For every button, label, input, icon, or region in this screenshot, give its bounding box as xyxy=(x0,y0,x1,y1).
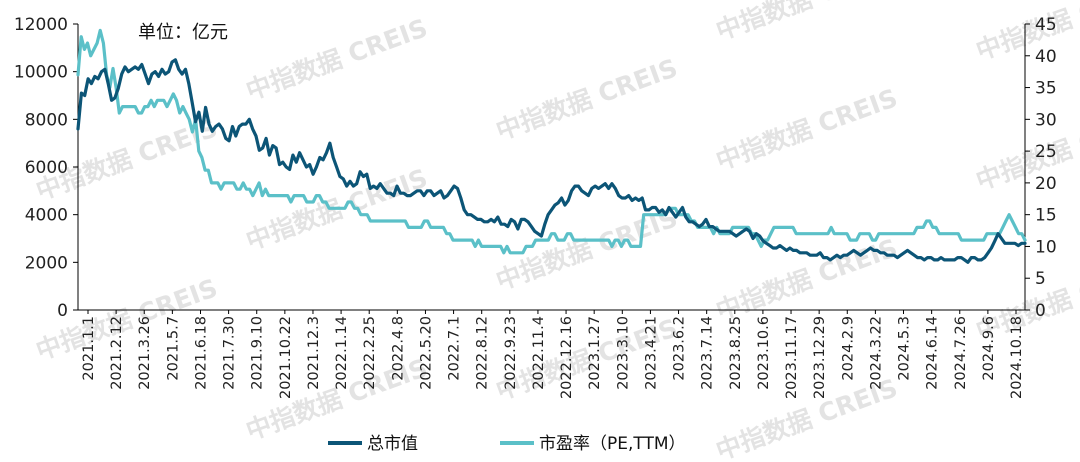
watermark-layer: 中指数据 CREIS 中指数据 CREIS 中指数据 CREIS 中指数据 CREIS… xyxy=(32,0,1080,462)
x-tick-label: 2022.11.4 xyxy=(531,316,547,390)
x-tick-label: 2022.8.12 xyxy=(475,316,491,390)
right-tick-label: 35 xyxy=(1035,79,1057,99)
right-tick-label: 40 xyxy=(1035,47,1057,67)
x-tick-label: 2021.5.7 xyxy=(165,316,181,381)
right-tick-label: 20 xyxy=(1035,174,1057,194)
x-tick-label: 2022.7.1 xyxy=(447,316,463,381)
watermark-text: 中指数据 CREIS xyxy=(972,103,1080,195)
series-line-market-cap xyxy=(76,58,1027,264)
x-tick-label: 2024.9.6 xyxy=(981,316,997,381)
x-tick-label: 2022.9.23 xyxy=(503,316,519,390)
x-tick-label: 2023.3.10 xyxy=(615,316,631,390)
x-tick-label: 2024.2.9 xyxy=(840,316,856,381)
x-tick-label: 2024.3.22 xyxy=(868,316,884,390)
x-tick-label: 2023.10.6 xyxy=(756,316,772,390)
watermark-text: 中指数据 CREIS xyxy=(712,233,901,325)
legend-label-pe: 市盈率（PE,TTM） xyxy=(539,434,686,454)
x-tick-label: 2023.1.27 xyxy=(587,316,603,390)
x-tick-label: 2022.12.16 xyxy=(559,316,575,399)
x-tick-label: 2021.2.12 xyxy=(109,316,125,390)
x-tick-label: 2023.8.25 xyxy=(728,316,744,390)
left-tick-label: 0 xyxy=(57,301,68,321)
series-line-pe xyxy=(76,28,1027,255)
x-tick-label: 2024.5.3 xyxy=(897,316,913,381)
right-tick-label: 0 xyxy=(1035,301,1046,321)
right-tick-label: 15 xyxy=(1035,206,1057,226)
x-tick-label: 2021.1.1 xyxy=(81,316,97,381)
left-tick-label: 12000 xyxy=(14,15,68,35)
watermark-text: 中指数据 CREIS xyxy=(492,53,681,145)
x-tick-label: 2021.7.30 xyxy=(222,316,238,390)
left-axis-ticks: 0 2000 4000 6000 8000 10000 12000 xyxy=(14,15,78,321)
right-tick-label: 30 xyxy=(1035,110,1057,130)
left-tick-label: 4000 xyxy=(25,206,68,226)
x-tick-label: 2023.4.21 xyxy=(643,316,659,390)
x-tick-label: 2021.10.22 xyxy=(278,316,294,399)
watermark-text: 中指数据 CREIS xyxy=(712,83,901,175)
unit-label: 单位：亿元 xyxy=(138,22,228,43)
right-tick-label: 5 xyxy=(1035,269,1046,289)
right-tick-label: 25 xyxy=(1035,142,1057,162)
x-tick-label: 2021.12.3 xyxy=(306,316,322,390)
watermark-text: 中指数据 CREIS xyxy=(242,13,431,105)
x-tick-label: 2022.1.14 xyxy=(334,316,350,390)
legend: 总市值 市盈率（PE,TTM） xyxy=(328,434,686,454)
x-tick-label: 2023.7.14 xyxy=(700,316,716,390)
series-lines xyxy=(76,28,1027,264)
x-tick-label: 2021.9.10 xyxy=(250,316,266,390)
x-tick-label: 2023.11.17 xyxy=(784,316,800,399)
left-tick-label: 6000 xyxy=(25,158,68,178)
left-tick-label: 10000 xyxy=(14,63,68,83)
right-tick-label: 45 xyxy=(1035,15,1057,35)
x-tick-label: 2022.5.20 xyxy=(418,316,434,390)
right-tick-label: 10 xyxy=(1035,237,1057,257)
x-tick-label: 2024.7.26 xyxy=(953,316,969,390)
x-tick-label: 2023.6.2 xyxy=(672,316,688,381)
x-tick-label: 2022.2.25 xyxy=(362,316,378,390)
watermark-text: 中指数据 CREIS xyxy=(492,203,681,295)
x-tick-label: 2024.10.18 xyxy=(1009,316,1025,399)
x-tick-label: 2021.3.26 xyxy=(137,316,153,390)
x-tick-label: 2024.6.14 xyxy=(925,316,941,390)
watermark-text: 中指数据 CREIS xyxy=(712,0,901,46)
left-tick-label: 2000 xyxy=(25,253,68,273)
left-tick-label: 8000 xyxy=(25,110,68,130)
legend-label-market-cap: 总市值 xyxy=(367,434,418,454)
x-tick-label: 2023.12.29 xyxy=(812,316,828,399)
x-tick-label: 2022.4.8 xyxy=(390,316,406,381)
right-axis-ticks: 0 5 10 15 20 25 30 35 40 45 xyxy=(1025,15,1057,321)
x-axis-ticks: 2021.1.1 2021.2.12 2021.3.26 2021.5.7 2021.6… xyxy=(81,310,1025,399)
x-tick-label: 2021.6.18 xyxy=(193,316,209,390)
